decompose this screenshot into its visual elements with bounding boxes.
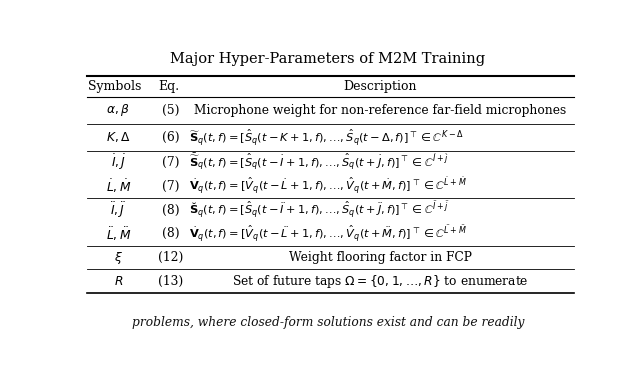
Text: $\dot{\mathbf{V}}_q(t, f) = [\hat{V}_q(t - \ddot{L} + 1, f), \ldots, \hat{V}_q(t: $\dot{\mathbf{V}}_q(t, f) = [\hat{V}_q(t… <box>189 223 467 244</box>
Text: $\alpha, \beta$: $\alpha, \beta$ <box>106 102 130 118</box>
Text: $\widetilde{\mathbf{S}}_q(t, f) = [\hat{S}_q(t - K + 1, f), \ldots, \hat{S}_q(t : $\widetilde{\mathbf{S}}_q(t, f) = [\hat{… <box>189 127 464 148</box>
Text: Description: Description <box>343 80 417 92</box>
Text: Major Hyper-Parameters of M2M Training: Major Hyper-Parameters of M2M Training <box>170 52 486 66</box>
Text: Eq.: Eq. <box>159 80 180 92</box>
Text: $\dot{L}, \dot{M}$: $\dot{L}, \dot{M}$ <box>106 177 131 195</box>
Text: (12): (12) <box>158 251 184 264</box>
Text: $R$: $R$ <box>113 275 123 288</box>
Text: $\ddot{L}, \ddot{M}$: $\ddot{L}, \ddot{M}$ <box>106 225 131 243</box>
Text: $\bar{\widetilde{\mathbf{S}}}_q(t, f) = [\hat{S}_q(t - \dot{I} + 1, f), \ldots, : $\bar{\widetilde{\mathbf{S}}}_q(t, f) = … <box>189 152 449 173</box>
Text: $\breve{\mathbf{S}}_q(t, f) = [\hat{S}_q(t - \ddot{I} + 1, f), \ldots, \hat{S}_q: $\breve{\mathbf{S}}_q(t, f) = [\hat{S}_q… <box>189 200 450 221</box>
Text: $\dot{I}, \dot{J}$: $\dot{I}, \dot{J}$ <box>111 153 126 173</box>
Text: $\ddot{I}, \ddot{J}$: $\ddot{I}, \ddot{J}$ <box>110 200 126 220</box>
Text: (7): (7) <box>162 180 179 193</box>
Text: problems, where closed-form solutions exist and can be readily: problems, where closed-form solutions ex… <box>132 316 524 329</box>
Text: Set of future taps $\Omega = \{0, 1, \ldots, R\}$ to enumerate: Set of future taps $\Omega = \{0, 1, \ld… <box>232 273 529 290</box>
Text: Symbols: Symbols <box>88 80 141 92</box>
Text: (7): (7) <box>162 156 179 169</box>
Text: $\dot{\mathbf{V}}_q(t, f) = [\hat{V}_q(t - \dot{L} + 1, f), \ldots, \hat{V}_q(t : $\dot{\mathbf{V}}_q(t, f) = [\hat{V}_q(t… <box>189 176 467 197</box>
Text: $\xi$: $\xi$ <box>114 250 123 265</box>
Text: (8): (8) <box>162 227 180 240</box>
Text: Microphone weight for non-reference far-field microphones: Microphone weight for non-reference far-… <box>194 104 566 117</box>
Text: (8): (8) <box>162 204 180 217</box>
Text: (5): (5) <box>162 104 179 117</box>
Text: Weight flooring factor in FCP: Weight flooring factor in FCP <box>289 251 472 264</box>
Text: (6): (6) <box>162 131 180 144</box>
Text: (13): (13) <box>158 275 184 288</box>
Text: $K, \Delta$: $K, \Delta$ <box>106 130 131 144</box>
